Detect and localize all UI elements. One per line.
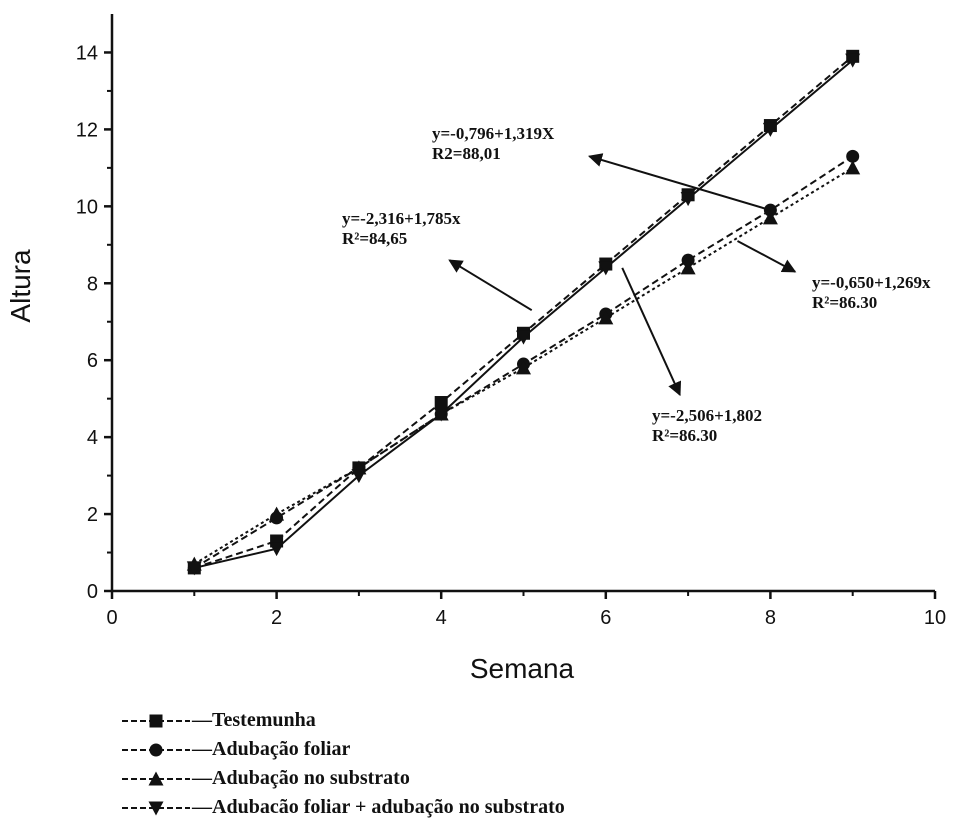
equation-text: y=-2,506+1,802 — [652, 406, 762, 425]
data-point — [762, 210, 778, 225]
r-squared-text: R²=86.30 — [652, 426, 717, 445]
data-point — [598, 310, 614, 325]
x-tick-label: 4 — [436, 607, 447, 629]
data-point — [186, 561, 202, 576]
legend-swatch — [122, 714, 190, 727]
series-3 — [186, 160, 861, 571]
data-point — [516, 330, 531, 345]
y-tick-label: 0 — [87, 581, 98, 603]
y-tick-label: 10 — [76, 196, 98, 218]
equation-text: y=-0,650+1,269x — [812, 273, 931, 292]
axes: 0 2 4 6 8 10 12 14 0 2 4 6 8 10 — [76, 14, 946, 629]
legend-label: —Adubação no substrato — [192, 767, 410, 789]
legend-label: —Adubação foliar — [192, 738, 351, 760]
y-tick-label: 4 — [87, 427, 98, 449]
legend-item-3: —Adubação no substrato — [120, 764, 565, 793]
equation-text: y=-0,796+1,319X — [432, 124, 555, 143]
data-point — [269, 542, 285, 557]
data-point — [434, 396, 448, 410]
r-squared-text: R²=86.30 — [812, 293, 877, 312]
legend-swatch — [122, 801, 190, 815]
equation-text: y=-2,316+1,785x — [342, 209, 461, 228]
r-squared-text: R2=88,01 — [432, 144, 501, 163]
legend-marker — [148, 771, 164, 785]
data-point — [269, 506, 285, 521]
x-tick-label: 8 — [765, 607, 776, 629]
y-tick-label: 6 — [87, 350, 98, 372]
legend: —Testemunha —Adubação foliar —Adubação no … — [120, 706, 565, 822]
data-point — [516, 360, 531, 375]
data-point — [845, 53, 861, 68]
y-axis-title: Altura — [5, 249, 36, 323]
data-point — [598, 261, 614, 276]
data-point — [681, 253, 695, 267]
annotation-arrow — [621, 267, 682, 397]
x-tick-label: 10 — [924, 607, 946, 629]
series-layer — [186, 49, 861, 576]
series-4 — [186, 53, 861, 576]
data-point — [433, 407, 449, 422]
legend-label: —Adubacão foliar + adubação no substrato — [192, 796, 565, 818]
x-axis-title: Semana — [470, 653, 575, 684]
legend-label: —Testemunha — [192, 709, 316, 731]
legend-item-1: —Testemunha — [120, 706, 565, 735]
data-point — [845, 160, 861, 175]
legend-swatch — [122, 771, 190, 785]
annotation-arrow — [737, 240, 797, 273]
legend-marker — [148, 801, 164, 815]
annotation-arrow — [448, 259, 533, 312]
line-chart: 0 2 4 6 8 10 12 14 0 2 4 6 8 10 y=-0,796+1,319XR2=88,… — [5, 14, 946, 684]
legend-marker — [149, 743, 163, 756]
legend-marker — [149, 714, 163, 727]
y-tick-label: 8 — [87, 273, 98, 295]
series-line — [193, 167, 854, 565]
data-point — [846, 149, 860, 163]
data-point — [762, 122, 778, 137]
legend-item-2: —Adubação foliar — [120, 735, 565, 764]
legend-swatch — [122, 743, 190, 756]
y-tick-label: 2 — [87, 504, 98, 526]
x-tick-label: 6 — [600, 607, 611, 629]
y-tick-label: 14 — [76, 42, 98, 64]
data-point — [351, 469, 367, 484]
r-squared-text: R²=84,65 — [342, 229, 407, 248]
data-point — [680, 260, 696, 275]
annotation-arrow — [587, 153, 771, 212]
annotation-layer: y=-0,796+1,319XR2=88,01y=-2,316+1,785xR²… — [342, 124, 931, 445]
x-tick-label: 0 — [106, 607, 117, 629]
legend-item-4: —Adubacão foliar + adubação no substrato — [120, 793, 565, 822]
data-point — [680, 192, 696, 207]
y-tick-label: 12 — [76, 119, 98, 141]
x-tick-label: 2 — [271, 607, 282, 629]
